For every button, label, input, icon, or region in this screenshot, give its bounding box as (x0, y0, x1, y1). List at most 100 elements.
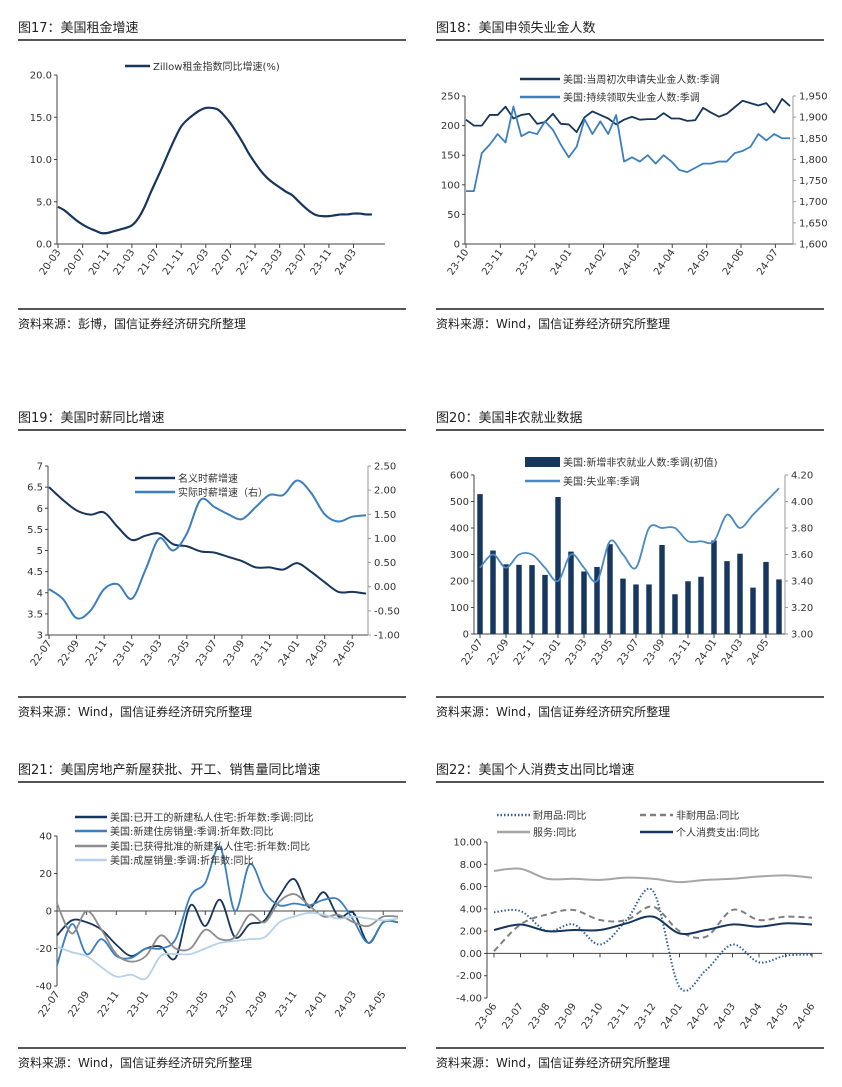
chart-22: -4.00 -2.00 0.00 2.00 4.00 6.00 8.00 10.00 23-06… (453, 809, 822, 1032)
y-left-tick-label: 6.5 (27, 483, 43, 494)
y-right-tick-label: 3.60 (791, 550, 813, 561)
x-tick-label: 24-02 (686, 1001, 712, 1031)
y-right-tick-label: 1,850 (799, 134, 828, 145)
y-right-tick-label: 3.40 (791, 577, 813, 588)
y-left-tick-label: 6.00 (460, 882, 482, 893)
y-left-tick-label: 0 (463, 630, 469, 641)
y-left-tick-label: 150 (441, 151, 460, 162)
y-left-tick-label: 400 (450, 524, 469, 535)
series-line-0 (465, 98, 791, 134)
legend-label: 美国:成屋销量:季调:折年数:同比 (110, 854, 253, 867)
bar (711, 540, 717, 634)
x-tick-label: 24-05 (332, 638, 358, 668)
y-left-tick-label: 200 (441, 121, 460, 132)
x-tick-label: 20-07 (62, 247, 88, 277)
bar (555, 496, 561, 634)
x-tick-label: 22-11 (96, 989, 122, 1019)
legend-label: 服务:同比 (533, 826, 576, 839)
legend-label: 个人消费支出:同比 (676, 826, 759, 839)
y-left-tick-label: -4.00 (456, 994, 482, 1005)
series-line-1 (493, 905, 813, 952)
x-tick-label: 24-03 (333, 989, 359, 1019)
x-tick-label: 23-09 (244, 989, 270, 1019)
bar (763, 561, 769, 634)
x-tick-label: 24-05 (686, 247, 712, 277)
figure-22-title: 图22：美国个人消费支出同比增速 (436, 763, 635, 778)
bar (724, 561, 730, 634)
y-right-tick-label: 0.00 (374, 582, 396, 593)
x-tick-label: 23-11 (480, 247, 506, 277)
y-left-tick-label: 15.0 (30, 113, 52, 124)
y-left-tick-label: 2.00 (460, 927, 482, 938)
y-right-tick-label: 1,950 (799, 92, 828, 103)
y-left-tick-label: 3.5 (27, 609, 43, 620)
x-tick-label: 24-03 (618, 247, 644, 277)
bar (737, 553, 743, 634)
y-left-tick-label: 0.00 (460, 949, 482, 960)
figure-20-title: 图20：美国非农就业数据 (436, 411, 583, 426)
figure-21-source: 资料来源：Wind，国信证券经济研究所整理 (18, 1056, 253, 1070)
bar (477, 494, 483, 634)
legend-label: Zillow租金指数同比增速(%) (153, 60, 280, 73)
legend-label: 美国:已开工的新建私人住宅:折年数:季调:同比 (110, 811, 313, 824)
y-left-tick-label: 0.0 (36, 240, 52, 251)
x-tick-label: 24-03 (304, 638, 330, 668)
series-line-3 (493, 915, 813, 935)
figure-18-source: 资料来源：Wind，国信证券经济研究所整理 (436, 317, 671, 331)
bar (594, 566, 600, 634)
x-tick-label: 23-03 (259, 247, 285, 277)
x-tick-label: 23-09 (222, 638, 248, 668)
x-tick-label: 23-05 (185, 989, 211, 1019)
legend-label: 实际时薪增速（右） (178, 486, 268, 499)
x-tick-label: 24-04 (739, 1001, 765, 1031)
x-tick-label: 24-07 (755, 247, 781, 277)
y-left-tick-label: 10.0 (30, 155, 52, 166)
bar (542, 574, 548, 634)
series-line-0 (56, 878, 399, 961)
y-left-tick-label: 20 (39, 869, 52, 880)
legend-swatch (525, 457, 560, 467)
bar (646, 584, 652, 634)
y-left-tick-label: 6 (37, 504, 43, 515)
y-right-tick-label: 1,650 (799, 218, 828, 229)
y-right-tick-label: 4.20 (791, 471, 813, 482)
x-tick-label: 24-04 (652, 247, 678, 277)
legend-label: 美国:新增非农就业人数:季调(初值) (563, 456, 718, 469)
bar (659, 544, 665, 634)
x-tick-label: 23-12 (515, 247, 541, 277)
chart-17: 0.05.010.015.020.020-0320-0720-1121-0321… (30, 60, 385, 278)
x-tick-label: 23-11 (606, 1001, 632, 1031)
title-divider (436, 39, 824, 41)
x-tick-label: 23-01 (126, 989, 152, 1019)
y-left-tick-label: 4 (37, 588, 43, 599)
figure-20-source: 资料来源：Wind，国信证券经济研究所整理 (436, 705, 671, 719)
x-tick-label: 23-05 (590, 637, 616, 667)
x-tick-label: 24-03 (333, 247, 359, 277)
x-tick-label: 24-05 (746, 637, 772, 667)
bar (581, 571, 587, 634)
y-left-tick-label: 0 (454, 240, 460, 251)
y-right-tick-label: 3.80 (791, 524, 813, 535)
x-tick-label: 22-07 (460, 637, 486, 667)
y-left-tick-label: 500 (450, 497, 469, 508)
x-tick-label: 23-07 (284, 247, 310, 277)
source-divider (436, 696, 824, 698)
series-line-1 (466, 105, 790, 193)
y-left-tick-label: -2.00 (456, 971, 482, 982)
x-tick-label: 22-07 (210, 247, 236, 277)
legend-label: 美国:当周初次申请失业金人数:季调 (563, 73, 720, 86)
series-line-2 (493, 867, 813, 884)
legend-label: 耐用品:同比 (533, 809, 586, 822)
x-tick-label: 21-11 (161, 247, 187, 277)
x-tick-label: 23-06 (474, 1001, 500, 1031)
figure-19-source: 资料来源：Wind，国信证券经济研究所整理 (18, 705, 253, 719)
y-left-tick-label: 10.00 (453, 838, 482, 849)
y-right-tick-label: 1,750 (799, 176, 828, 187)
y-right-tick-label: -0.50 (374, 606, 400, 617)
y-right-tick-label: 1,600 (799, 240, 828, 251)
bar (672, 594, 678, 634)
x-tick-label: 23-01 (111, 638, 137, 668)
y-right-tick-label: 1,800 (799, 155, 828, 166)
x-tick-label: 23-03 (155, 989, 181, 1019)
